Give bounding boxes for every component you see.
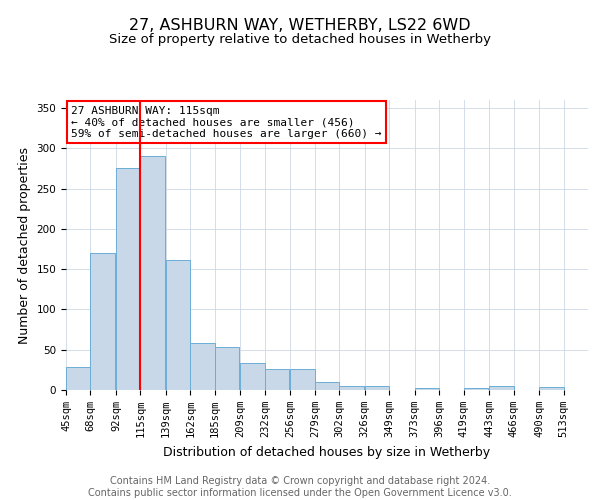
Text: Size of property relative to detached houses in Wetherby: Size of property relative to detached ho… [109,32,491,46]
Text: 27, ASHBURN WAY, WETHERBY, LS22 6WD: 27, ASHBURN WAY, WETHERBY, LS22 6WD [129,18,471,32]
Bar [116,168,140,390]
X-axis label: Distribution of detached houses by size in Wetherby: Distribution of detached houses by size … [163,446,491,458]
Bar [365,386,389,390]
Bar [91,253,115,390]
Bar [66,366,91,390]
Bar [539,387,563,390]
Bar [265,369,289,390]
Text: 27 ASHBURN WAY: 115sqm
← 40% of detached houses are smaller (456)
59% of semi-de: 27 ASHBURN WAY: 115sqm ← 40% of detached… [71,106,382,139]
Bar [339,386,364,390]
Bar [241,362,265,390]
Text: Contains HM Land Registry data © Crown copyright and database right 2024.
Contai: Contains HM Land Registry data © Crown c… [88,476,512,498]
Bar [290,369,315,390]
Bar [166,260,190,390]
Bar [215,348,239,390]
Bar [415,388,439,390]
Bar [140,156,165,390]
Bar [190,344,215,390]
Bar [464,388,488,390]
Y-axis label: Number of detached properties: Number of detached properties [18,146,31,344]
Bar [489,386,514,390]
Bar [315,382,339,390]
